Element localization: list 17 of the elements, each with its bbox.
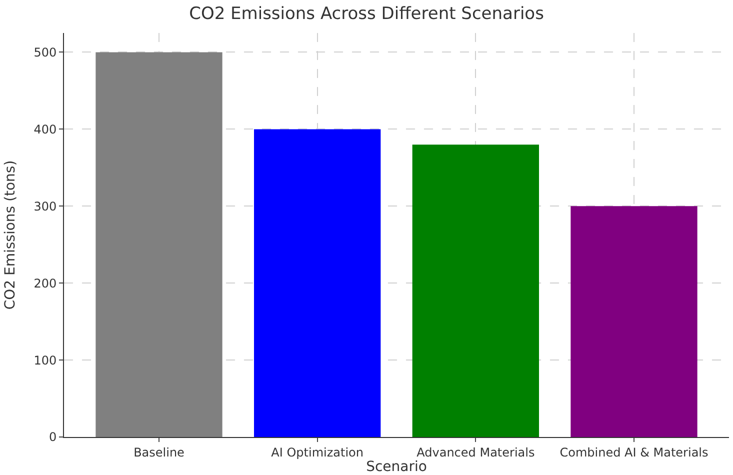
x-tick-label: Baseline xyxy=(134,445,184,460)
y-axis-title: CO2 Emissions (tons) xyxy=(2,160,18,310)
y-tick-label: 100 xyxy=(34,353,57,368)
y-tick-label: 0 xyxy=(48,430,57,444)
x-tick-label: Advanced Materials xyxy=(416,445,535,460)
y-tick-label: 500 xyxy=(34,45,57,60)
bar xyxy=(96,52,222,437)
x-tick-label: Combined AI & Materials xyxy=(560,445,708,460)
bar xyxy=(254,129,381,437)
x-axis-title: Scenario xyxy=(366,459,427,475)
bar xyxy=(412,144,539,437)
x-tick-label: AI Optimization xyxy=(271,445,364,460)
chart-title: CO2 Emissions Across Different Scenarios xyxy=(189,4,544,24)
y-tick-label: 300 xyxy=(34,199,57,214)
y-tick-label: 200 xyxy=(34,276,57,290)
bar xyxy=(570,206,698,437)
y-tick-label: 400 xyxy=(34,122,57,136)
